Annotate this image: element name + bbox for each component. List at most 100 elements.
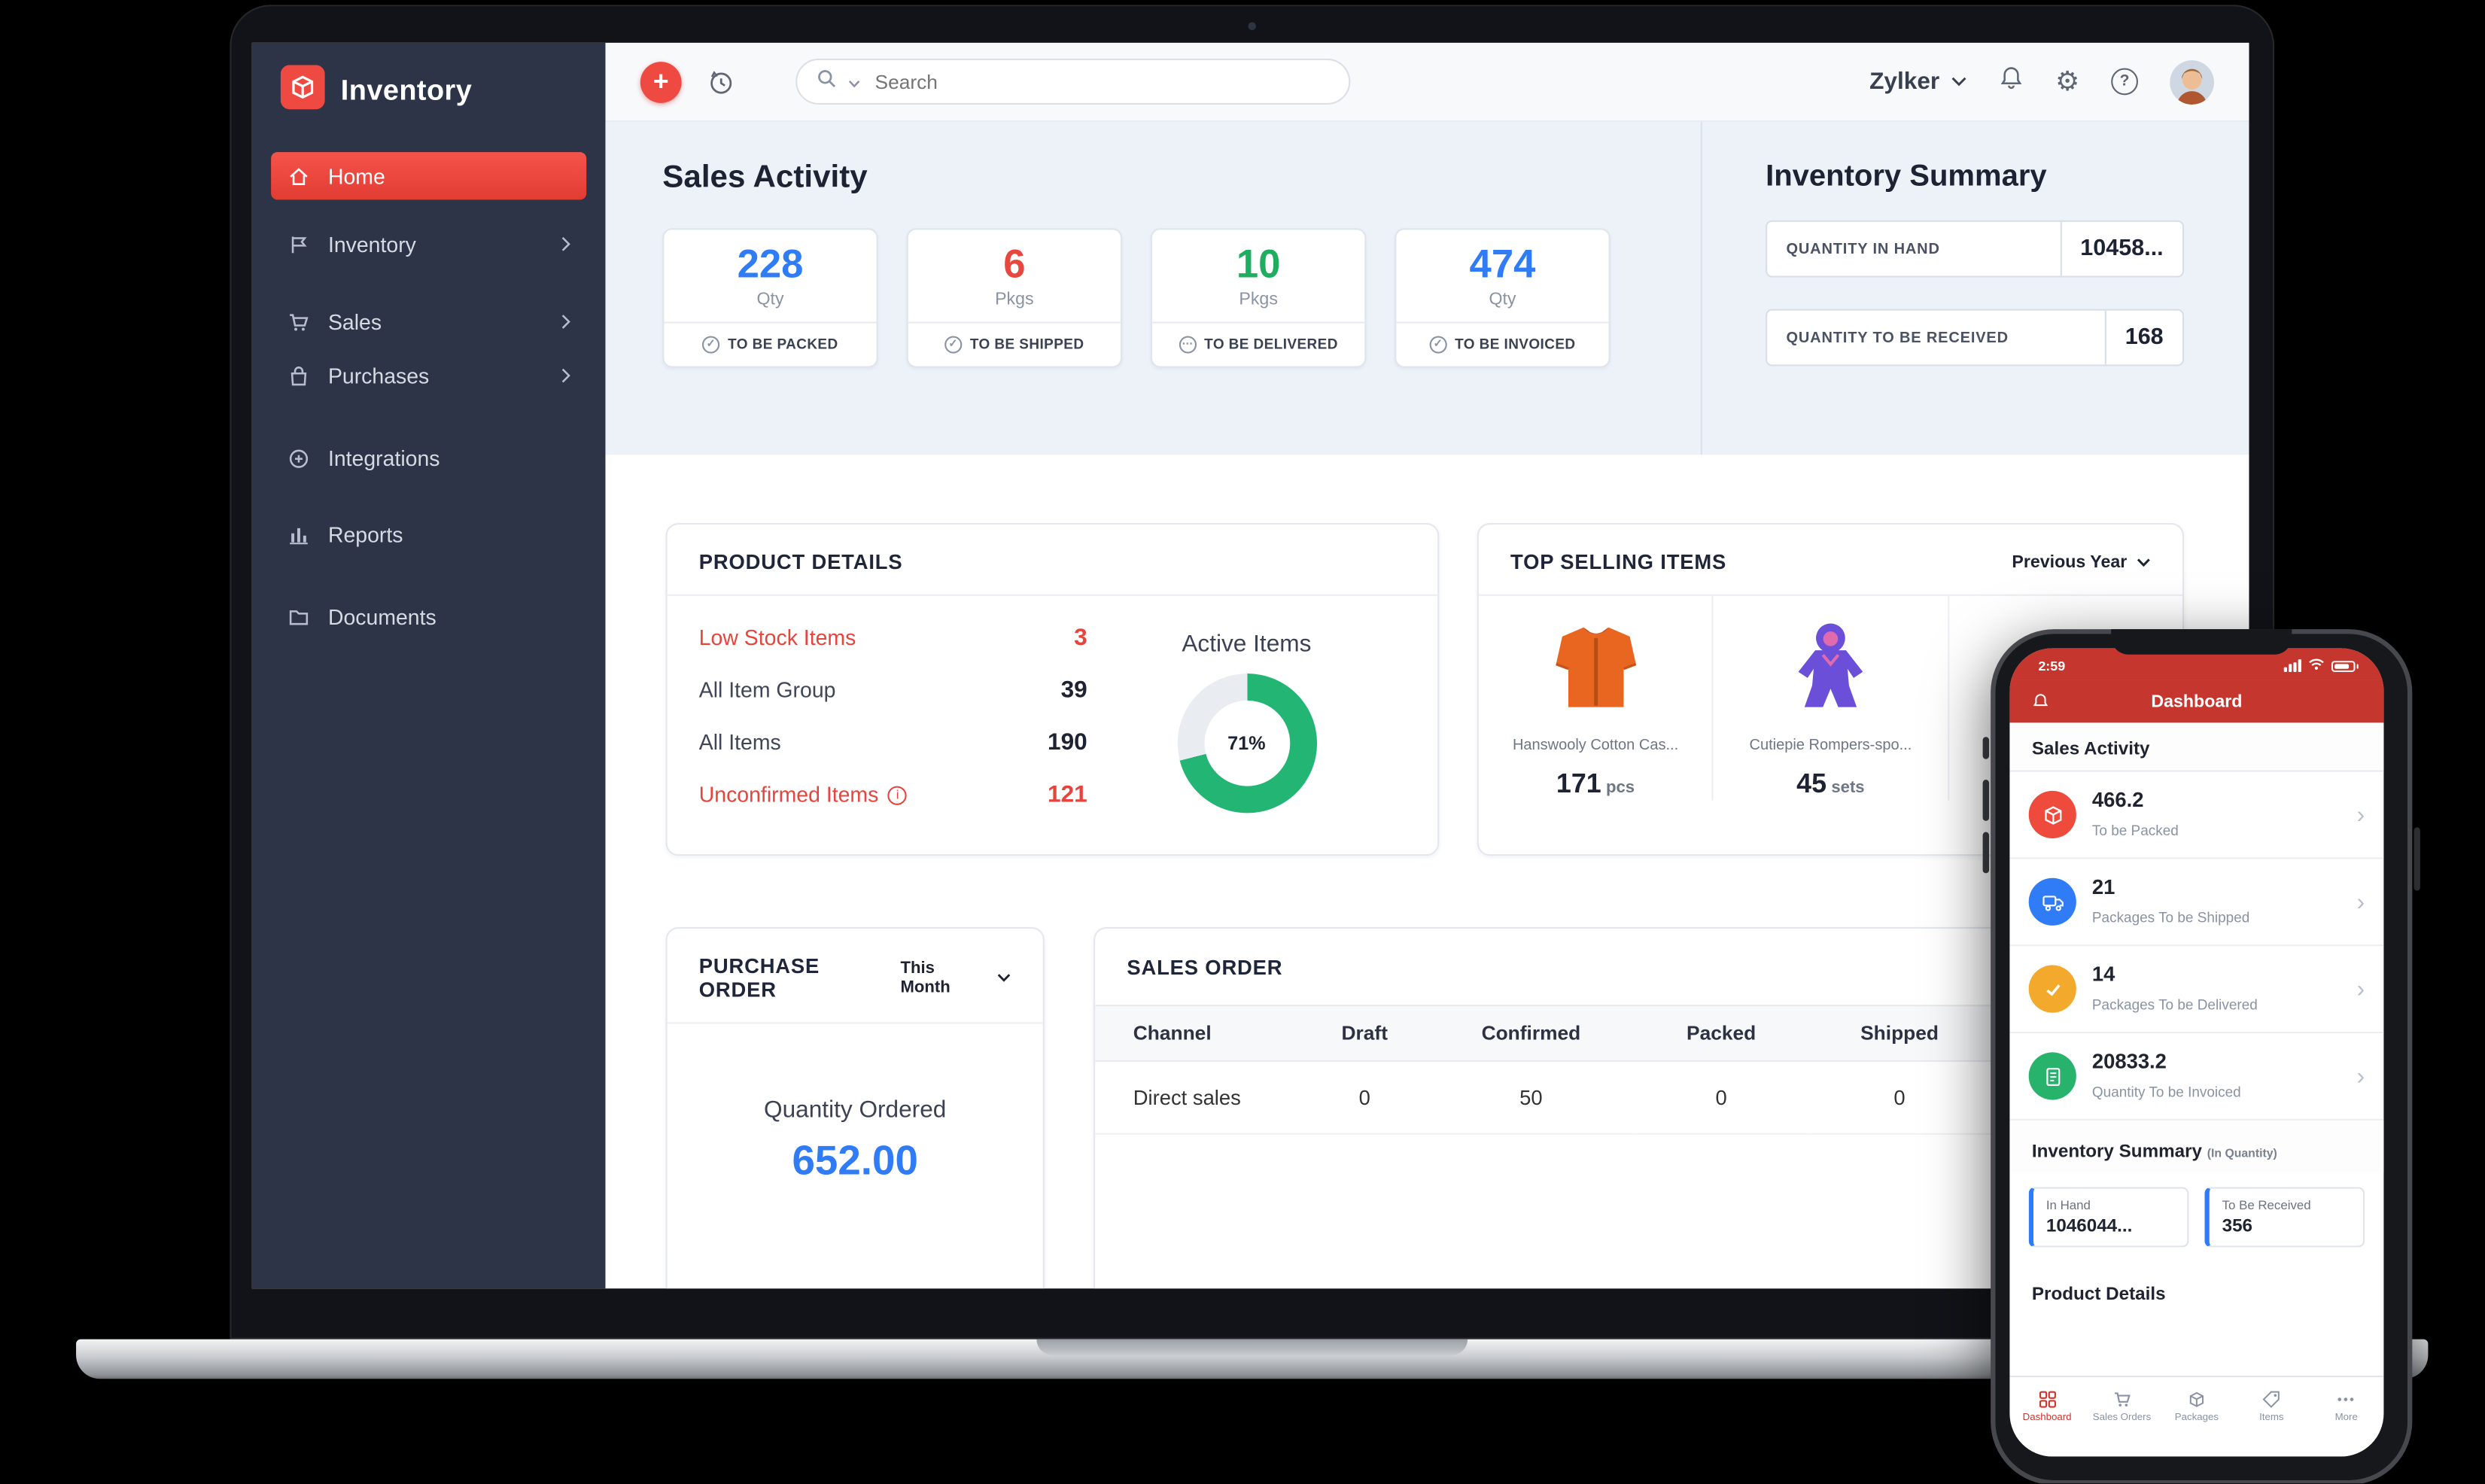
phone-mute-switch bbox=[1982, 737, 1990, 759]
user-avatar[interactable] bbox=[2170, 59, 2215, 104]
card-label: To Be Received bbox=[2222, 1198, 2311, 1213]
folder-icon bbox=[289, 610, 309, 625]
phone-sales-activity-header: Sales Activity bbox=[2009, 722, 2384, 772]
status-check-icon: ✓ bbox=[944, 335, 963, 353]
sidebar-item-documents[interactable]: Documents bbox=[271, 593, 586, 640]
laptop-frame: Inventory Home Inventory Sales bbox=[230, 5, 2275, 1340]
phone-to-be-received-card[interactable]: To Be Received 356 bbox=[2204, 1187, 2365, 1248]
chevron-right-icon bbox=[561, 233, 571, 257]
info-icon[interactable]: i bbox=[887, 785, 908, 804]
phone-metric-to-be-shipped[interactable]: 21 Packages To be Shipped › bbox=[2009, 859, 2384, 947]
metric-card-to-be-invoiced[interactable]: 474 Qty ✓ TO BE INVOICED bbox=[1395, 228, 1611, 367]
integrations-icon bbox=[289, 449, 309, 467]
summary-value: 10458... bbox=[2059, 221, 2182, 276]
all-items-row[interactable]: All Items 190 bbox=[699, 716, 1087, 768]
notifications-bell-icon[interactable] bbox=[1998, 65, 2024, 98]
column-header: Confirmed bbox=[1481, 1022, 1581, 1045]
card-title: PURCHASE ORDER bbox=[698, 953, 820, 1002]
sales-order-table-header: Channel Draft Confirmed Packed Shipped bbox=[1095, 1005, 2170, 1063]
search-input[interactable] bbox=[871, 68, 1330, 95]
phone-volume-up-button bbox=[1982, 780, 1990, 821]
unconfirmed-items-row[interactable]: Unconfirmed Items i 121 bbox=[699, 768, 1087, 820]
metric-label: TO BE PACKED bbox=[728, 336, 838, 352]
org-name: Zylker bbox=[1869, 68, 1940, 96]
package-icon bbox=[2189, 1391, 2204, 1407]
sidebar-item-reports[interactable]: Reports bbox=[271, 510, 586, 558]
top-selling-item[interactable]: Cutiepie Rompers-spo... 45 sets bbox=[1712, 595, 1947, 801]
quick-create-button[interactable]: + bbox=[640, 61, 682, 102]
tab-packages[interactable]: Packages bbox=[2159, 1377, 2234, 1436]
phone-metric-to-be-packed[interactable]: 466.2 To be Packed › bbox=[2009, 772, 2384, 859]
card-label: In Hand bbox=[2045, 1198, 2091, 1213]
inventory-summary-panel: Inventory Summary QUANTITY IN HAND 10458… bbox=[1700, 122, 2249, 455]
sidebar-item-label: Reports bbox=[327, 522, 403, 546]
card-title: PRODUCT DETAILS bbox=[698, 549, 903, 574]
phone-volume-down-button bbox=[1982, 832, 1990, 874]
help-icon[interactable]: ? bbox=[2111, 68, 2138, 96]
metric-label: To be Packed bbox=[2091, 823, 2179, 839]
metric-value: 20833.2 bbox=[2091, 1049, 2167, 1073]
sidebar-item-home[interactable]: Home bbox=[271, 152, 587, 200]
cell-draft: 0 bbox=[1301, 1062, 1428, 1135]
home-icon bbox=[290, 167, 308, 184]
search-box[interactable] bbox=[795, 58, 1351, 105]
tab-more[interactable]: More bbox=[2309, 1377, 2383, 1436]
org-switcher[interactable]: Zylker bbox=[1869, 68, 1966, 96]
main-area: + Zylker bbox=[605, 42, 2249, 1289]
app-logo-text: Inventory bbox=[340, 74, 473, 107]
inventory-summary-row: QUANTITY IN HAND 10458... bbox=[1766, 220, 2185, 278]
summary-label: QUANTITY IN HAND bbox=[1786, 240, 1940, 258]
metric-value: 466.2 bbox=[2091, 787, 2144, 812]
phone-mockup: 2:59 Dashboard Sales Activity 466.2 To be… bbox=[1982, 629, 2420, 1484]
active-items-percent: 71% bbox=[1227, 731, 1266, 755]
sidebar-item-sales[interactable]: Sales bbox=[271, 298, 586, 345]
chevron-right-icon: › bbox=[2356, 888, 2365, 916]
tab-sales-orders[interactable]: Sales Orders bbox=[2085, 1377, 2159, 1436]
phone-metric-to-be-delivered[interactable]: 14 Packages To be Delivered › bbox=[2009, 946, 2384, 1034]
metric-card-to-be-delivered[interactable]: 10 Pkgs ⋯ TO BE DELIVERED bbox=[1150, 228, 1367, 367]
sidebar-item-inventory[interactable]: Inventory bbox=[271, 220, 586, 268]
metric-card-to-be-packed[interactable]: 228 Qty ✓ TO BE PACKED bbox=[662, 228, 878, 367]
app-logo: Inventory bbox=[280, 65, 473, 117]
phone-metric-to-be-invoiced[interactable]: 20833.2 Quantity To be Invoiced › bbox=[2009, 1033, 2384, 1121]
recent-history-icon[interactable] bbox=[707, 68, 735, 96]
metric-label: TO BE DELIVERED bbox=[1204, 336, 1338, 352]
bag-icon bbox=[290, 366, 307, 385]
sidebar-item-label: Inventory bbox=[327, 232, 416, 257]
tab-items[interactable]: Items bbox=[2234, 1377, 2309, 1436]
phone-bell-icon[interactable] bbox=[2032, 692, 2049, 710]
sidebar-item-purchases[interactable]: Purchases bbox=[271, 352, 586, 400]
top-selling-filter-dropdown[interactable]: Previous Year bbox=[2012, 552, 2150, 571]
cart-icon bbox=[2114, 1392, 2131, 1406]
sidebar-item-label: Sales bbox=[327, 309, 382, 334]
column-header: Packed bbox=[1687, 1022, 1757, 1045]
phone-tab-bar: Dashboard Sales Orders Packages Items Mo… bbox=[2009, 1376, 2384, 1436]
tab-label: Items bbox=[2259, 1412, 2284, 1424]
phone-product-details-header: Product Details bbox=[2031, 1285, 2166, 1305]
sidebar-item-label: Integrations bbox=[327, 446, 440, 470]
status-time: 2:59 bbox=[2038, 657, 2066, 674]
cell-channel: Direct sales bbox=[1095, 1062, 1302, 1135]
low-stock-items-row[interactable]: Low Stock Items 3 bbox=[699, 612, 1087, 664]
all-item-group-row[interactable]: All Item Group 39 bbox=[699, 664, 1087, 716]
settings-gear-icon[interactable]: ⚙ bbox=[2055, 66, 2080, 97]
purchase-order-filter-dropdown[interactable]: This Month bbox=[900, 959, 1011, 997]
tab-label: Sales Orders bbox=[2092, 1412, 2152, 1424]
chevron-right-icon bbox=[561, 363, 571, 388]
search-scope-caret-icon[interactable] bbox=[848, 68, 861, 96]
chevron-down-icon bbox=[998, 974, 1011, 982]
metric-card-to-be-shipped[interactable]: 6 Pkgs ✓ TO BE SHIPPED bbox=[906, 228, 1123, 367]
sidebar-item-label: Home bbox=[327, 163, 385, 188]
tab-dashboard[interactable]: Dashboard bbox=[2009, 1377, 2084, 1436]
card-value: 1046044... bbox=[2045, 1217, 2133, 1236]
top-selling-item[interactable]: Hanswooly Cotton Cas... 171 pcs bbox=[1479, 596, 1712, 801]
row-label: Unconfirmed Items bbox=[698, 783, 879, 807]
sidebar-item-integrations[interactable]: Integrations bbox=[271, 434, 586, 482]
phone-in-hand-card[interactable]: In Hand 1046044... bbox=[2028, 1187, 2189, 1248]
phone-power-button bbox=[2414, 827, 2420, 891]
product-name: Hanswooly Cotton Cas... bbox=[1512, 737, 1679, 755]
phone-page-title: Dashboard bbox=[2151, 692, 2243, 711]
tag-icon bbox=[2262, 1391, 2280, 1408]
wifi-icon bbox=[2307, 658, 2325, 674]
metric-value: 10 bbox=[1236, 242, 1281, 287]
